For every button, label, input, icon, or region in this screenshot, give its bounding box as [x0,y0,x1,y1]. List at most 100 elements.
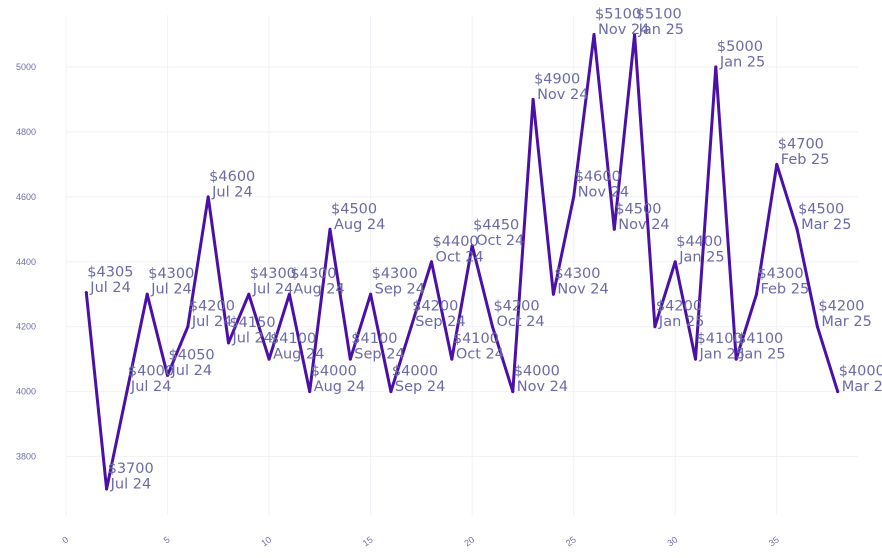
data-point [389,390,393,394]
data-label-price: $4200 [818,299,864,315]
x-tick-label: 5 [162,534,172,545]
data-point [470,244,474,248]
data-label-month: Aug 24 [293,282,344,298]
data-label-month: Feb 25 [781,152,830,168]
x-tick-label: 30 [665,534,679,548]
data-label-price: $4000 [839,364,882,380]
x-tick-label: 20 [462,534,476,548]
data-label-month: Sep 24 [375,282,425,298]
data-label-price: $4150 [229,315,275,331]
data-point [653,325,657,329]
data-label-price: $4000 [392,364,438,380]
data-label-price: $4900 [534,71,580,87]
data-label-month: Oct 24 [496,314,544,330]
data-label-month: Feb 25 [760,282,809,298]
data-point [714,65,718,69]
data-label-month: Nov 24 [517,379,568,395]
data-label-month: Mar 25 [821,314,871,330]
data-label-month: Jul 24 [110,477,152,493]
data-label-price: $4600 [209,169,255,185]
data-label-price: $4300 [757,266,803,282]
data-label-month: Aug 24 [314,379,365,395]
data-label-price: $5100 [595,6,641,22]
series-line [84,33,840,491]
y-tick-label: 4600 [16,192,36,202]
data-point [815,325,819,329]
data-label-price: $4200 [656,299,702,315]
data-label-price: $4200 [412,299,458,315]
data-point [775,162,779,166]
series [84,32,840,491]
data-point [754,292,758,296]
data-label-price: $4200 [189,299,235,315]
data-label-price: $4000 [128,364,174,380]
data-label-price: $4500 [331,201,377,217]
data-label-month: Jan 25 [678,249,724,265]
data-point [612,227,616,231]
data-point [490,325,494,329]
y-tick-label: 5000 [16,62,36,72]
data-label-price: $4400 [433,234,479,250]
data-label-month: Mar 25 [801,217,851,233]
data-point [430,260,434,264]
data-point [145,292,149,296]
data-label-month: Jan 25 [658,314,704,330]
data-label-month: Jul 24 [130,379,172,395]
data-label-price: $4000 [311,364,357,380]
data-label-price: $4305 [87,265,133,281]
y-tick-label: 4000 [16,387,36,397]
data-label-price: $4700 [778,136,824,152]
data-label-month: Jul 24 [191,314,233,330]
data-label-price: $5000 [717,39,763,55]
data-point [84,291,88,295]
data-label-price: $4300 [250,266,296,282]
data-point [450,357,454,361]
data-label-price: $5100 [636,6,682,22]
data-label-price: $4450 [473,218,519,234]
data-point [328,227,332,231]
data-label-price: $4100 [737,331,783,347]
data-label-month: Jul 24 [211,184,253,200]
data-label-month: Jul 24 [150,282,192,298]
data-point [795,227,799,231]
data-label-price: $4100 [270,331,316,347]
data-label-month: Jul 24 [231,330,273,346]
data-label-month: Aug 24 [273,347,324,363]
data-label-price: $4500 [615,201,661,217]
x-tick-label: 25 [564,534,578,548]
data-label-month: Jul 24 [89,280,131,296]
data-point [592,32,596,36]
data-label-month: Nov 24 [557,282,608,298]
data-point [633,32,637,36]
data-label-price: $4100 [453,331,499,347]
data-point [226,341,230,345]
data-label-month: Aug 24 [334,217,385,233]
data-point [734,357,738,361]
data-point [694,357,698,361]
y-tick-label: 3800 [16,452,36,462]
data-label-month: Nov 24 [578,184,629,200]
data-label-price: $4400 [676,234,722,250]
data-label-price: $3700 [108,461,154,477]
data-label-price: $4000 [514,364,560,380]
axes: 3800 4000 4200 4400 4600 4800 5000 0 5 10 15 20 25 30… [16,62,781,548]
data-label-month: Jul 24 [171,363,213,379]
x-tick-label: 10 [259,534,273,548]
data-label-month: Mar 25 [842,379,882,395]
data-point [105,487,109,491]
data-label-month: Jan 25 [739,347,785,363]
data-label-month: Jan 25 [699,347,745,363]
data-label-price: $4300 [372,266,418,282]
data-label-month: Nov 24 [598,22,649,38]
data-label-month: Jan 25 [638,22,684,38]
data-label-price: $4100 [697,331,743,347]
data-label-price: $4300 [148,266,194,282]
data-label-price: $4300 [290,266,336,282]
x-tick-label: 35 [767,534,781,548]
y-tick-label: 4400 [16,257,36,267]
y-tick-label: 4200 [16,322,36,332]
data-point [267,357,271,361]
data-point [247,292,251,296]
